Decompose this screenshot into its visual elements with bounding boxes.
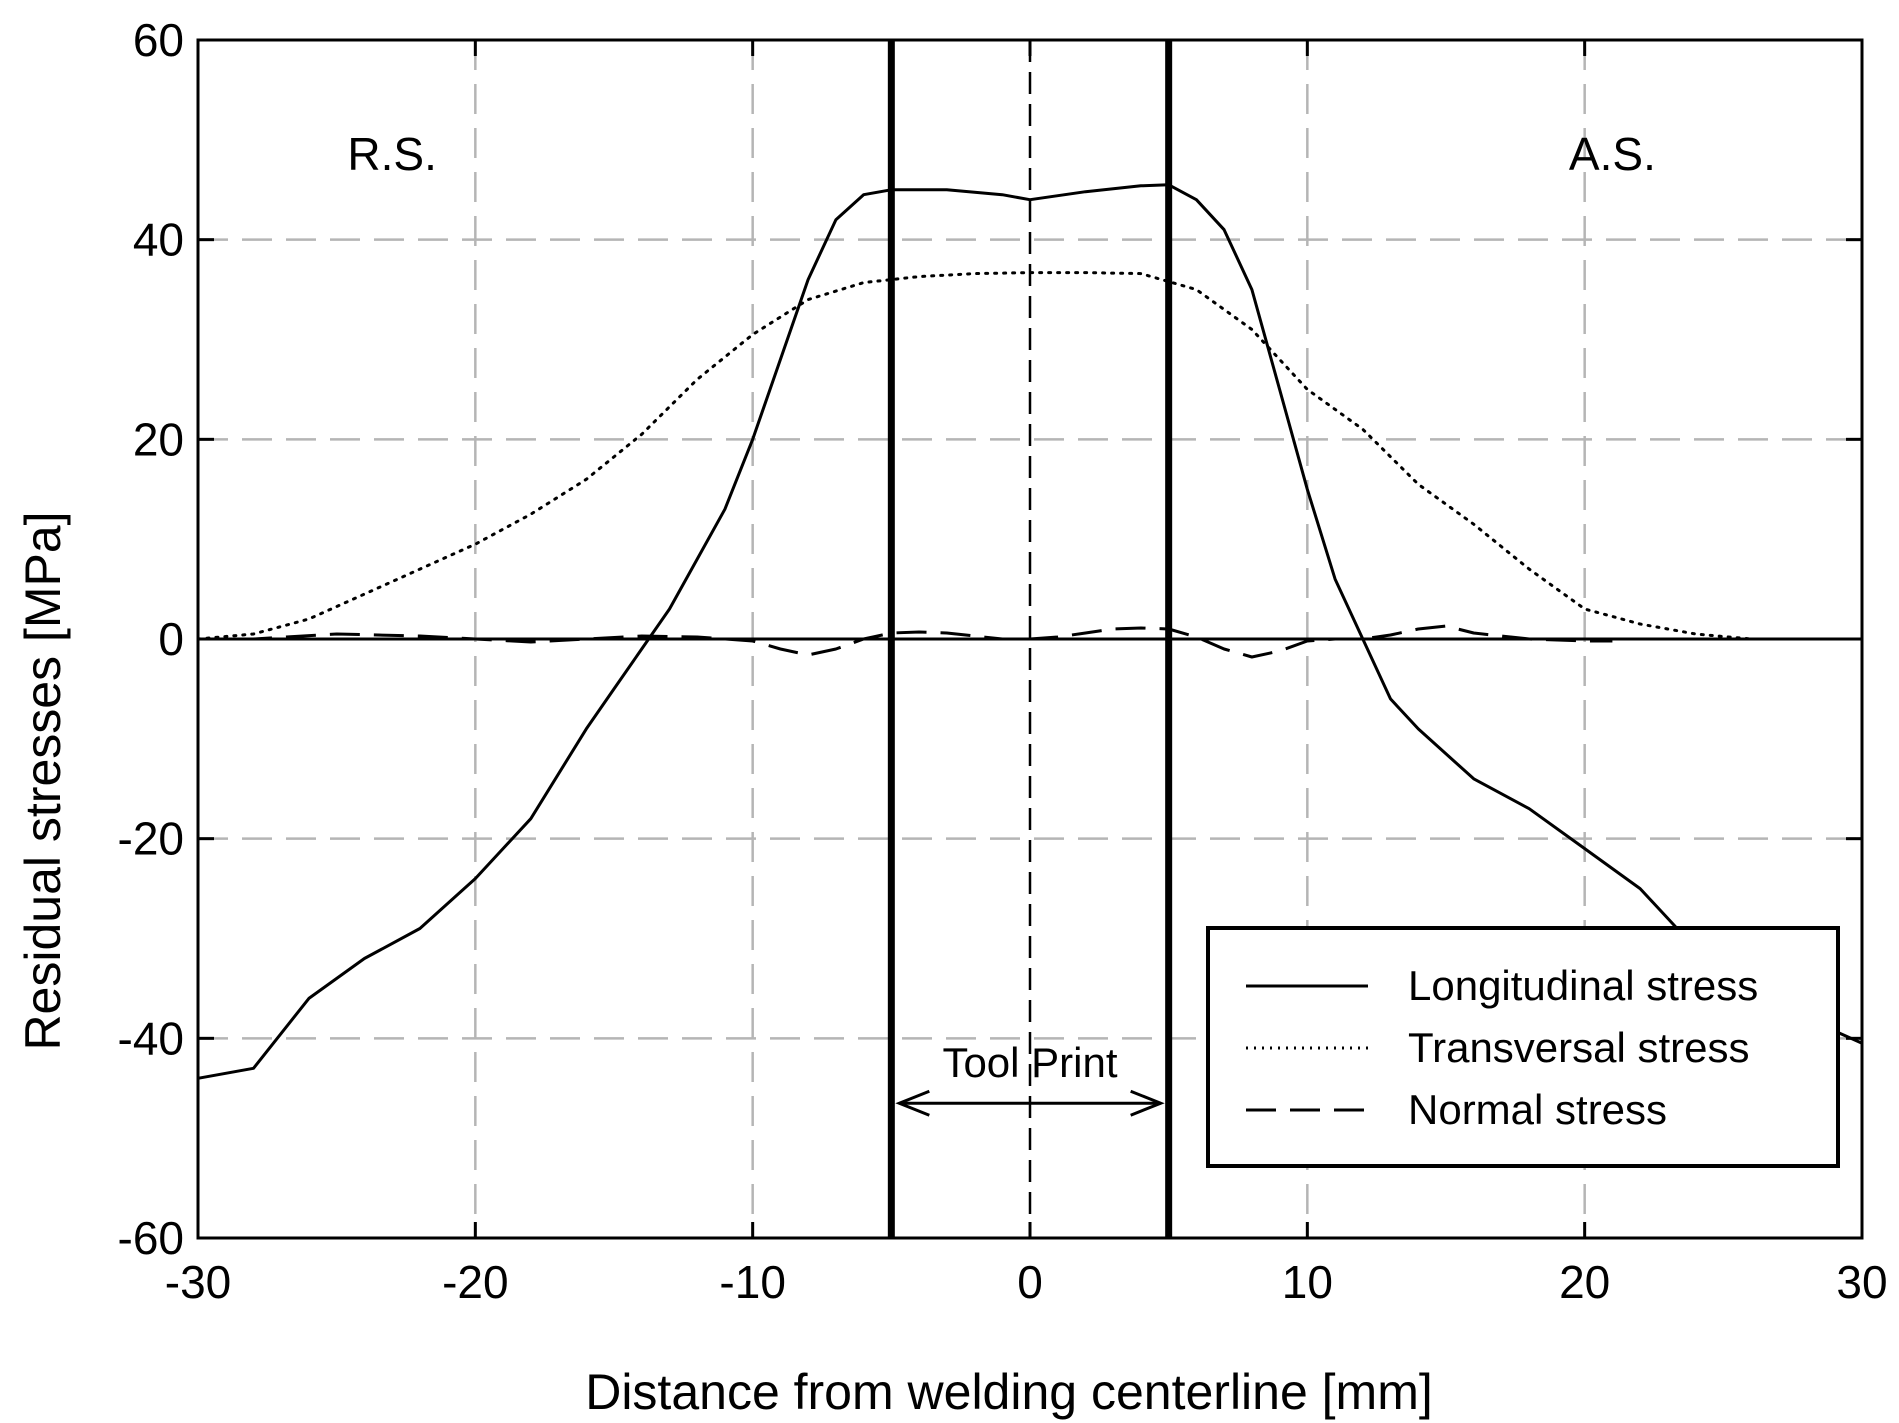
y-tick-label: 0 [158,613,184,665]
x-tick-label: 30 [1836,1256,1887,1308]
x-tick-label: 20 [1559,1256,1610,1308]
series-normal-stress [198,624,1613,659]
y-tick-label: 60 [133,14,184,66]
retreating-side-label: R.S. [347,128,436,180]
x-axis-title: Distance from welding centerline [mm] [585,1364,1433,1420]
x-ticks: -30 -20 -10 0 10 20 30 [165,40,1888,1308]
tool-print-label: Tool Print [942,1039,1117,1086]
x-tick-label: -10 [719,1256,785,1308]
y-ticks: -60 -40 -20 0 20 40 60 [118,14,1862,1264]
x-tick-label: 0 [1017,1256,1043,1308]
legend-label-normal: Normal stress [1408,1086,1667,1133]
y-axis-title: Residual stresses [MPa] [15,511,71,1050]
data-series [196,183,1864,1080]
legend: Longitudinal stress Transversal stress N… [1206,926,1840,1168]
advancing-side-label: A.S. [1569,128,1656,180]
y-tick-label: 20 [133,413,184,465]
series-longitudinal-stress [197,183,1863,1080]
legend-label-transversal: Transversal stress [1408,1024,1750,1071]
legend-label-longitudinal: Longitudinal stress [1408,962,1758,1009]
y-tick-label: -20 [118,813,184,865]
x-tick-label: -30 [165,1256,231,1308]
y-tick-label: 40 [133,214,184,266]
tool-print-arrowhead-right [1130,1089,1165,1117]
y-tick-label: -60 [118,1212,184,1264]
tool-print-annotation: Tool Print [895,1039,1165,1117]
series-transversal-stress [196,271,1864,641]
y-tick-label: -40 [118,1012,184,1064]
tool-print-arrowhead-left [895,1089,930,1117]
x-tick-label: 10 [1282,1256,1333,1308]
legend-box [1206,926,1840,1168]
x-tick-label: -20 [442,1256,508,1308]
